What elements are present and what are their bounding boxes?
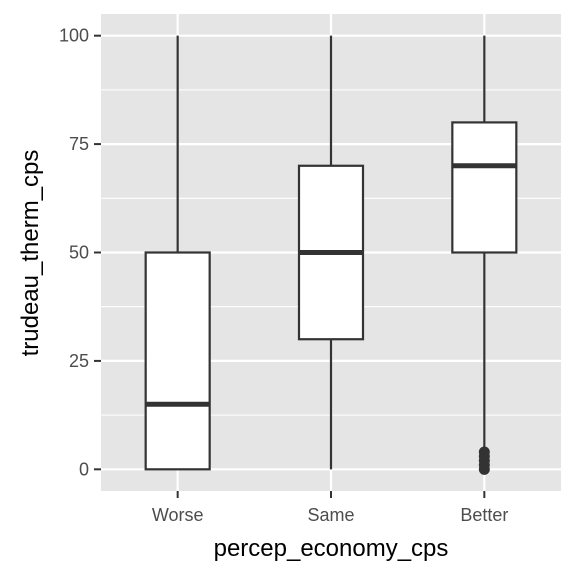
box-iqr bbox=[144, 251, 211, 471]
box-better bbox=[451, 35, 518, 475]
y-tick-label: 25 bbox=[69, 351, 89, 371]
y-tick-label: 50 bbox=[69, 243, 89, 263]
x-tick-label: Better bbox=[460, 505, 508, 525]
outlier-point bbox=[478, 446, 490, 458]
y-tick-label: 75 bbox=[69, 134, 89, 154]
box-worse bbox=[144, 35, 211, 471]
y-tick-label: 0 bbox=[79, 459, 89, 479]
x-tick-label: Same bbox=[307, 505, 354, 525]
y-axis-title: trudeau_therm_cps bbox=[17, 150, 44, 357]
box-same bbox=[297, 35, 365, 470]
y-axis: 0 25 50 75 100 bbox=[59, 26, 101, 479]
box-marks bbox=[144, 35, 518, 475]
x-axis: Worse Same Better bbox=[152, 491, 508, 525]
x-tick-label: Worse bbox=[152, 505, 204, 525]
x-axis-title: percep_economy_cps bbox=[214, 535, 449, 562]
y-tick-label: 100 bbox=[59, 26, 89, 46]
box-iqr bbox=[451, 121, 518, 254]
